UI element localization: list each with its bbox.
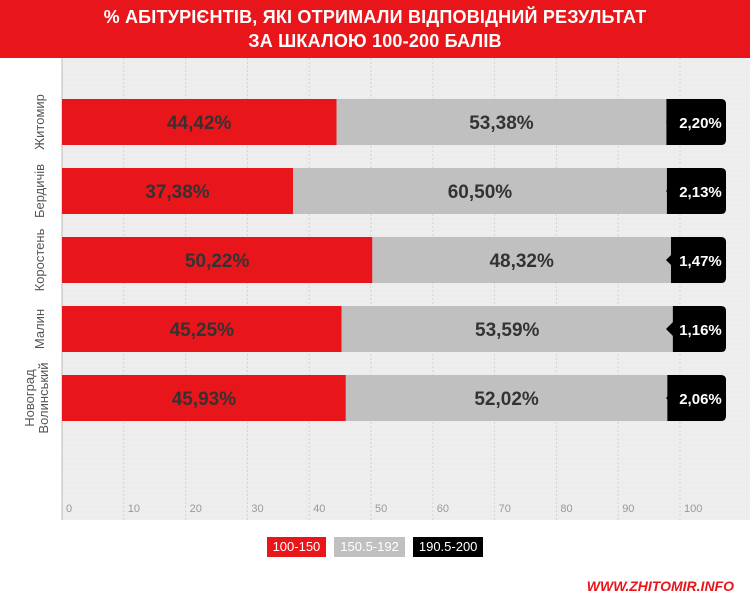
x-tick-label: 100 bbox=[684, 503, 702, 515]
x-tick-label: 60 bbox=[437, 503, 449, 515]
bar-segment-150.5-192 bbox=[345, 375, 668, 421]
chart-title-line1: % АБІТУРІЄНТІВ, ЯКІ ОТРИМАЛИ ВІДПОВІДНИЙ… bbox=[103, 7, 647, 27]
bar-segment-100-150 bbox=[62, 306, 342, 352]
data-label: 44,42% bbox=[167, 113, 232, 134]
callout-box bbox=[666, 306, 726, 352]
category-label-line: Новоград bbox=[22, 369, 37, 427]
category-label-line: Волинський bbox=[36, 362, 51, 433]
legend: 100-150 150.5-192 190.5-200 bbox=[0, 537, 750, 557]
category-label: Житомир bbox=[32, 94, 47, 150]
callout-label: 2,20% bbox=[679, 115, 722, 132]
category-label: Малин bbox=[32, 309, 47, 349]
bar-segment-150.5-192 bbox=[293, 168, 667, 214]
category-label: НовоградВолинський bbox=[22, 362, 51, 433]
callout-label: 1,16% bbox=[679, 322, 722, 339]
category-label-line: Бердичів bbox=[32, 164, 47, 218]
bar-segment-150.5-192 bbox=[341, 306, 673, 352]
title-banner: % АБІТУРІЄНТІВ, ЯКІ ОТРИМАЛИ ВІДПОВІДНИЙ… bbox=[0, 0, 750, 58]
data-label: 45,25% bbox=[170, 320, 235, 341]
legend-item-100-150: 100-150 bbox=[266, 537, 327, 557]
source-watermark: WWW.ZHITOMIR.INFO bbox=[586, 578, 734, 594]
x-tick-label: 20 bbox=[190, 503, 202, 515]
x-tick-label: 50 bbox=[375, 503, 387, 515]
x-tick-label: 40 bbox=[313, 503, 325, 515]
data-label: 52,02% bbox=[474, 389, 539, 410]
bar-segment-100-150 bbox=[62, 168, 294, 214]
x-tick-label: 30 bbox=[251, 503, 263, 515]
callout-box bbox=[666, 237, 726, 283]
callout-box bbox=[666, 168, 726, 214]
data-label: 50,22% bbox=[185, 251, 250, 272]
data-label: 37,38% bbox=[145, 182, 210, 203]
category-label-line: Малин bbox=[32, 309, 47, 349]
category-label-line: Житомир bbox=[32, 94, 47, 150]
category-label: Бердичів bbox=[32, 164, 47, 218]
category-label-line: Коростень bbox=[32, 228, 47, 291]
data-label: 60,50% bbox=[448, 182, 513, 203]
bar-segment-150.5-192 bbox=[336, 99, 667, 145]
callout-box bbox=[666, 99, 726, 145]
data-label: 53,38% bbox=[469, 113, 534, 134]
legend-item-190-200: 190.5-200 bbox=[412, 537, 484, 557]
bar-segment-150.5-192 bbox=[372, 237, 671, 283]
x-tick-label: 70 bbox=[499, 503, 511, 515]
data-label: 48,32% bbox=[489, 251, 554, 272]
data-label: 53,59% bbox=[475, 320, 540, 341]
callout-label: 1,47% bbox=[679, 253, 722, 270]
bar-segment-100-150 bbox=[62, 99, 337, 145]
category-label: Коростень bbox=[32, 228, 47, 291]
chart-title-line2: ЗА ШКАЛОЮ 100-200 БАЛІВ bbox=[248, 31, 502, 51]
callout-label: 2,06% bbox=[679, 391, 722, 408]
x-tick-label: 90 bbox=[622, 503, 634, 515]
bar-segment-100-150 bbox=[62, 375, 346, 421]
callout-label: 2,13% bbox=[679, 184, 722, 201]
x-tick-label: 10 bbox=[128, 503, 140, 515]
bar-segment-100-150 bbox=[62, 237, 373, 283]
x-tick-label: 80 bbox=[560, 503, 572, 515]
data-label: 45,93% bbox=[172, 389, 237, 410]
callout-box bbox=[666, 375, 726, 421]
x-tick-label: 0 bbox=[66, 503, 72, 515]
legend-item-150-192: 150.5-192 bbox=[334, 537, 405, 557]
